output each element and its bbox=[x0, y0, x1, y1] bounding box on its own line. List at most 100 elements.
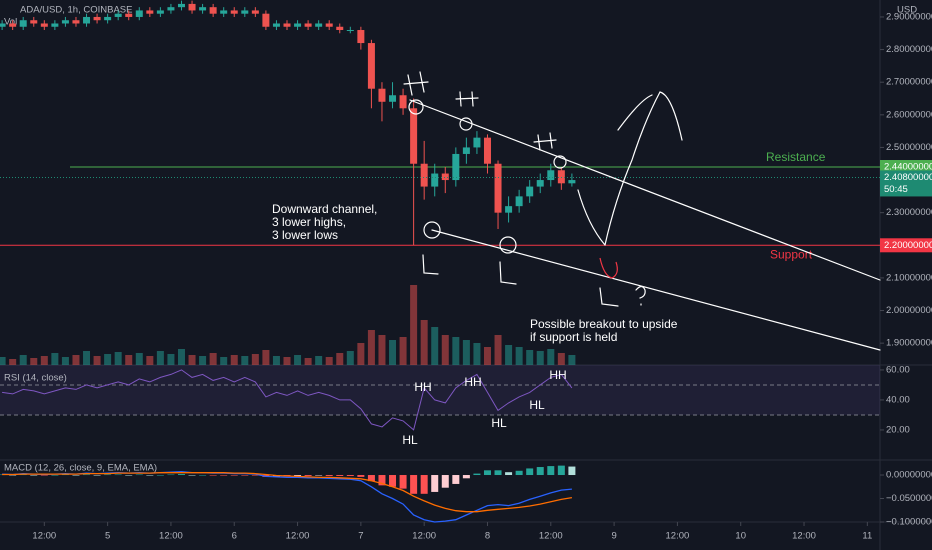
candle-body bbox=[505, 206, 513, 213]
candle-body bbox=[61, 20, 69, 24]
macd-histogram-bar bbox=[294, 475, 302, 476]
level-name: Resistance bbox=[766, 150, 826, 164]
macd-histogram-bar bbox=[336, 475, 344, 476]
macd-histogram-bar bbox=[51, 475, 59, 476]
volume-bar bbox=[177, 349, 185, 365]
hand-question bbox=[635, 285, 646, 306]
macd-histogram-bar bbox=[494, 470, 502, 476]
volume-bar bbox=[357, 343, 365, 365]
macd-histogram-bar bbox=[125, 475, 133, 476]
volume-bar bbox=[420, 320, 428, 365]
hand-circle bbox=[423, 221, 441, 239]
signal-line bbox=[2, 472, 573, 513]
x-tick-label: 12:00 bbox=[32, 531, 56, 542]
volume-bar bbox=[83, 351, 91, 365]
candle-body bbox=[462, 147, 470, 154]
hand-l bbox=[422, 254, 439, 275]
volume-bar bbox=[188, 355, 196, 365]
volume-bar bbox=[494, 335, 502, 365]
volume-bar bbox=[272, 356, 280, 365]
x-tick-label: 12:00 bbox=[539, 531, 563, 542]
candle-body bbox=[325, 23, 333, 27]
macd-histogram-bar bbox=[230, 475, 238, 476]
candle-body bbox=[399, 95, 407, 109]
macd-histogram-bar bbox=[505, 472, 513, 476]
macd-line bbox=[2, 471, 572, 523]
macd-histogram-bar bbox=[357, 475, 365, 477]
volume-bar bbox=[167, 354, 175, 365]
volume-bar bbox=[473, 343, 481, 365]
macd-histogram-bar bbox=[93, 475, 101, 476]
macd-histogram-bar bbox=[199, 475, 207, 476]
candle-body bbox=[568, 180, 576, 184]
macd-histogram-bar bbox=[452, 475, 460, 484]
y-tick-label: 2.70000000 bbox=[886, 77, 932, 88]
candle-body bbox=[125, 13, 133, 17]
x-tick-label: 12:00 bbox=[159, 531, 183, 542]
hand-drawings bbox=[403, 71, 881, 351]
volume-bar bbox=[483, 347, 491, 365]
candle-body bbox=[220, 10, 228, 14]
volume-bar bbox=[462, 340, 470, 365]
macd-histogram-bar bbox=[72, 475, 80, 476]
macd-histogram-bar bbox=[104, 474, 112, 476]
hand-l bbox=[499, 261, 517, 285]
macd-histogram-bar bbox=[420, 475, 428, 494]
candle-body bbox=[251, 10, 259, 14]
rsi-annotation: HL bbox=[402, 433, 418, 447]
macd-histogram-bar bbox=[220, 475, 228, 476]
candle-body bbox=[526, 186, 534, 197]
candle-body bbox=[315, 23, 323, 27]
candle-body bbox=[294, 23, 302, 27]
volume-bar bbox=[452, 337, 460, 365]
macd-histogram-bar bbox=[40, 475, 48, 476]
macd-histogram-bar bbox=[241, 475, 249, 476]
y-tick-label: −0.05000000 bbox=[886, 493, 932, 504]
macd-histogram-bar bbox=[315, 475, 323, 476]
rsi-line bbox=[2, 369, 573, 431]
macd-histogram-bar bbox=[30, 475, 38, 476]
x-tick-label: 12:00 bbox=[792, 531, 816, 542]
macd-histogram-bar bbox=[325, 475, 333, 476]
candle-body bbox=[0, 23, 6, 27]
candle-body bbox=[167, 7, 175, 11]
volume-bar bbox=[399, 337, 407, 365]
candle-body bbox=[378, 88, 386, 102]
volume-bar bbox=[135, 353, 143, 365]
volume-bar bbox=[114, 352, 122, 365]
hand-circle bbox=[553, 155, 567, 169]
volume-bar bbox=[536, 351, 544, 365]
volume-label: Vol bbox=[4, 17, 17, 28]
volume-bar bbox=[367, 330, 375, 365]
y-tick-label: 2.00000000 bbox=[886, 305, 932, 316]
volume-bar bbox=[547, 349, 555, 365]
macd-histogram-bar bbox=[346, 475, 354, 476]
last-price-label: 2.40800000 bbox=[884, 172, 932, 183]
volume-bar bbox=[526, 350, 534, 365]
candle-body bbox=[536, 180, 544, 187]
candle-body bbox=[146, 10, 154, 14]
volume-bar bbox=[304, 358, 312, 365]
candle-body bbox=[40, 23, 48, 27]
candle-body bbox=[199, 7, 207, 11]
volume-bar bbox=[19, 355, 27, 365]
candle-body bbox=[104, 16, 112, 21]
candle-body bbox=[83, 16, 91, 24]
x-tick-label: 6 bbox=[232, 531, 237, 542]
macd-histogram-bar bbox=[526, 468, 534, 476]
candle-body bbox=[410, 108, 418, 164]
candle-body bbox=[272, 23, 280, 27]
macd-histogram-bar bbox=[462, 475, 470, 479]
annotation: 3 lower lows bbox=[272, 228, 338, 242]
hand-arrow bbox=[604, 91, 683, 246]
macd-histogram-bar bbox=[9, 475, 17, 476]
volume-bar bbox=[389, 340, 397, 365]
y-tick-label: 60.00 bbox=[886, 364, 910, 375]
candle-body bbox=[230, 10, 238, 14]
candle-body bbox=[93, 16, 101, 21]
candle-body bbox=[389, 95, 397, 102]
hand-h bbox=[455, 91, 479, 107]
macd-histogram-bar bbox=[167, 474, 175, 476]
volume-bar bbox=[61, 357, 69, 365]
candle-body bbox=[51, 23, 59, 27]
